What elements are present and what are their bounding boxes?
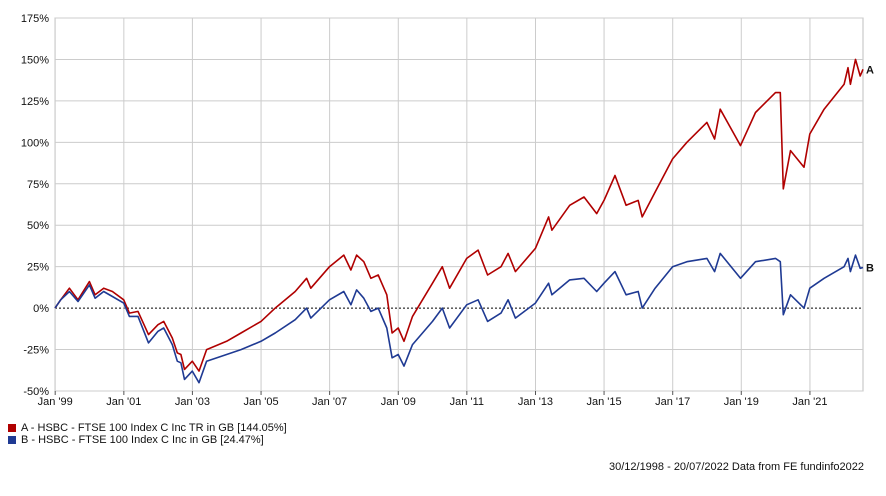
legend-swatch-a [8, 424, 16, 432]
y-tick-label: 150% [21, 54, 49, 66]
y-tick-label: 25% [27, 262, 49, 274]
series-end-label-b: B [866, 263, 874, 275]
chart-legend: A - HSBC - FTSE 100 Index C Inc TR in GB… [8, 422, 287, 446]
x-tick-label: Jan '11 [450, 396, 484, 408]
y-tick-label: -50% [23, 386, 49, 398]
y-tick-label: 75% [27, 179, 49, 191]
legend-swatch-b [8, 436, 16, 444]
y-tick-label: -25% [23, 345, 49, 357]
x-tick-label: Jan '01 [106, 396, 141, 408]
y-tick-label: 175% [21, 13, 49, 25]
series-end-label-a: A [866, 64, 874, 76]
x-tick-label: Jan '99 [38, 396, 73, 408]
x-tick-label: Jan '15 [586, 396, 621, 408]
series-end-labels: AB [866, 64, 874, 274]
legend-item-b: B - HSBC - FTSE 100 Index C Inc in GB [2… [8, 434, 287, 446]
x-tick-label: Jan '19 [724, 396, 759, 408]
data-source-footer: 30/12/1998 - 20/07/2022 Data from FE fun… [608, 461, 864, 473]
series-group [54, 58, 864, 384]
series-line-b [54, 252, 864, 384]
series-line-a [54, 58, 864, 372]
x-tick-label: Jan '21 [792, 396, 827, 408]
y-tick-label: 0% [33, 303, 49, 315]
legend-label-a: A - HSBC - FTSE 100 Index C Inc TR in GB… [21, 422, 287, 434]
x-tick-label: Jan '13 [518, 396, 553, 408]
x-tick-label: Jan '03 [175, 396, 210, 408]
x-tick-label: Jan '09 [381, 396, 416, 408]
legend-item-a: A - HSBC - FTSE 100 Index C Inc TR in GB… [8, 422, 287, 434]
y-tick-label: 50% [27, 220, 49, 232]
performance-chart: -50% -25% 0% 25% 50% 75% 100% 125% 150% 175% Jan … [21, 13, 874, 408]
x-axis-ticks: Jan '99 Jan '01 Jan '03 Jan '05 Jan '07 Jan '… [38, 391, 828, 408]
grid-lines [54, 17, 864, 392]
x-tick-label: Jan '05 [243, 396, 278, 408]
x-tick-label: Jan '07 [312, 396, 347, 408]
y-tick-label: 100% [21, 137, 49, 149]
legend-label-b: B - HSBC - FTSE 100 Index C Inc in GB [2… [21, 434, 264, 446]
y-axis-ticks: -50% -25% 0% 25% 50% 75% 100% 125% 150% 175% [21, 13, 49, 398]
x-tick-label: Jan '17 [655, 396, 690, 408]
plot-frame [54, 17, 864, 392]
y-tick-label: 125% [21, 96, 49, 108]
